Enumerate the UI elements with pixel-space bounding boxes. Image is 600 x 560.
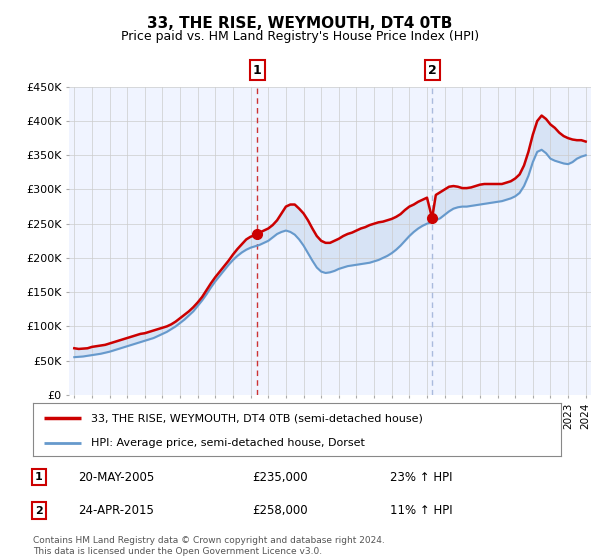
Text: 1: 1	[253, 63, 262, 77]
Text: 1: 1	[35, 472, 43, 482]
Text: 2: 2	[35, 506, 43, 516]
Text: 23% ↑ HPI: 23% ↑ HPI	[390, 470, 452, 484]
Text: 2: 2	[428, 63, 436, 77]
Text: Price paid vs. HM Land Registry's House Price Index (HPI): Price paid vs. HM Land Registry's House …	[121, 30, 479, 43]
Text: 33, THE RISE, WEYMOUTH, DT4 0TB: 33, THE RISE, WEYMOUTH, DT4 0TB	[148, 16, 452, 31]
Text: Contains HM Land Registry data © Crown copyright and database right 2024.
This d: Contains HM Land Registry data © Crown c…	[33, 536, 385, 556]
Text: 33, THE RISE, WEYMOUTH, DT4 0TB (semi-detached house): 33, THE RISE, WEYMOUTH, DT4 0TB (semi-de…	[91, 413, 423, 423]
Text: HPI: Average price, semi-detached house, Dorset: HPI: Average price, semi-detached house,…	[91, 438, 365, 448]
Text: £235,000: £235,000	[252, 470, 308, 484]
Text: 20-MAY-2005: 20-MAY-2005	[78, 470, 154, 484]
Text: £258,000: £258,000	[252, 504, 308, 517]
Text: 11% ↑ HPI: 11% ↑ HPI	[390, 504, 452, 517]
Text: 24-APR-2015: 24-APR-2015	[78, 504, 154, 517]
